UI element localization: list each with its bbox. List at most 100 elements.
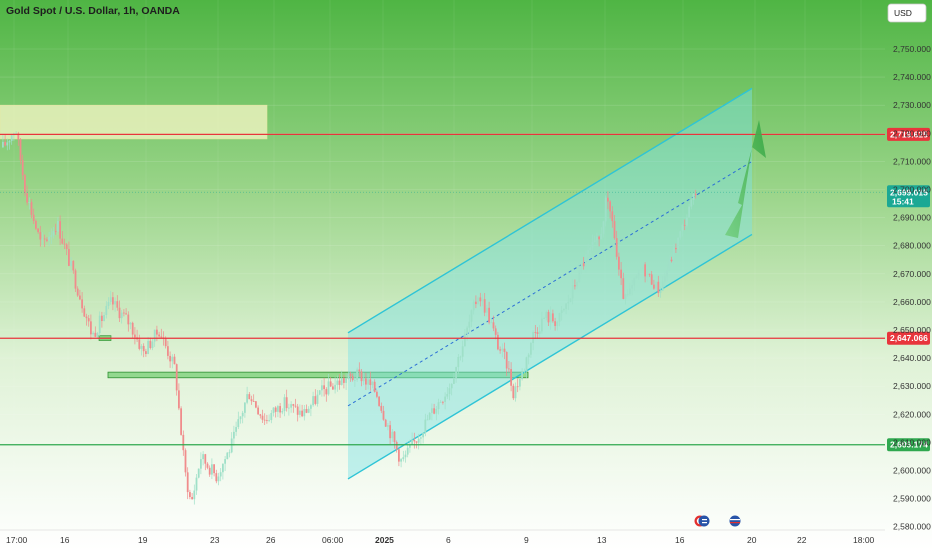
candle-body xyxy=(57,221,59,232)
candle-body xyxy=(87,318,90,322)
candle-body xyxy=(52,231,55,236)
us-flag-event-icon[interactable] xyxy=(729,515,741,527)
candle-body xyxy=(683,224,686,226)
candle-body xyxy=(554,321,556,326)
candle-body xyxy=(395,442,398,450)
candle-body xyxy=(114,301,116,305)
projection-arrow[interactable] xyxy=(725,120,766,238)
candle-body xyxy=(653,284,655,289)
candle-body xyxy=(483,299,486,313)
candle-body xyxy=(475,301,477,305)
candle-body xyxy=(279,406,281,413)
candle-body xyxy=(334,384,336,390)
candle-body xyxy=(118,307,121,319)
x-tick-label: 17:00 xyxy=(6,535,28,545)
candle-body xyxy=(43,238,46,240)
us-flag-event-icon[interactable] xyxy=(694,515,710,527)
candle-body xyxy=(233,431,235,439)
candle-body xyxy=(50,235,53,237)
candle-body xyxy=(347,373,350,379)
candle-body xyxy=(398,449,400,462)
candle-body xyxy=(98,315,101,334)
candle-body xyxy=(283,397,286,412)
candle-body xyxy=(448,388,451,394)
candle-body xyxy=(510,369,512,386)
candle-body xyxy=(76,288,79,296)
rising-channel[interactable] xyxy=(347,87,753,480)
y-axis[interactable]: 2,580.000 2,590.000 2,600.000 2,610.000 2,62… xyxy=(893,44,931,532)
x-tick-label: 9 xyxy=(524,535,529,545)
candle-body xyxy=(92,332,94,335)
candle-body xyxy=(490,322,493,324)
channel-midline xyxy=(347,160,753,407)
candle-body xyxy=(120,312,123,319)
y-tick-label: 2,640.000 xyxy=(893,353,931,363)
x-tick-label: 13 xyxy=(597,535,607,545)
candle-body xyxy=(611,211,614,222)
candle-body xyxy=(323,385,325,390)
candle-body xyxy=(189,492,191,497)
support-tag-label: 2,609.174 xyxy=(890,440,928,450)
candle-body xyxy=(428,412,431,420)
candle-body xyxy=(235,427,237,432)
candle-body xyxy=(96,333,99,337)
x-axis[interactable]: 17:00 16 19 23 26 06:00 2025 6 9 13 16 20 22 18:00 xyxy=(0,529,885,545)
candle-body xyxy=(523,370,526,372)
candle-body xyxy=(618,256,620,270)
candle-body xyxy=(585,254,587,267)
y-tick-label: 2,650.000 xyxy=(893,325,931,335)
candle-body xyxy=(494,328,497,335)
candle-body xyxy=(46,239,48,241)
candle-body xyxy=(175,364,178,391)
candle-body xyxy=(444,396,446,402)
y-tick-label: 2,620.000 xyxy=(893,409,931,419)
candle-body xyxy=(365,378,367,385)
candle-body xyxy=(547,311,550,323)
candle-body xyxy=(37,228,39,233)
candle-body xyxy=(635,275,638,278)
price-levels-layer[interactable]: 2,719.625 2,647.066 2,609.174 2,699.01515:4… xyxy=(0,127,930,452)
candle-body xyxy=(420,437,422,439)
grid-lines xyxy=(0,0,885,530)
candle-body xyxy=(345,378,347,383)
candle-body xyxy=(299,410,301,415)
candle-body xyxy=(332,386,334,390)
candle-body xyxy=(527,354,530,358)
channel-upper-line xyxy=(347,87,753,334)
candle-body xyxy=(211,464,213,475)
resistance-tag xyxy=(887,127,930,141)
candle-body xyxy=(362,378,365,382)
candle-body xyxy=(261,415,264,420)
candle-body xyxy=(222,463,224,473)
candle-body xyxy=(378,396,380,406)
candle-body xyxy=(237,419,240,428)
candle-body xyxy=(508,368,510,370)
candle-body xyxy=(541,318,543,332)
candle-body xyxy=(488,307,490,323)
x-tick-label: 22 xyxy=(797,535,807,545)
candle-body xyxy=(15,133,17,135)
candle-body xyxy=(191,496,193,500)
candle-body xyxy=(101,315,103,321)
candle-body xyxy=(688,206,690,218)
candle-body xyxy=(519,379,521,387)
candle-body xyxy=(380,405,383,411)
candle-body xyxy=(259,414,262,416)
candle-body xyxy=(171,356,174,362)
y-tick-label: 2,660.000 xyxy=(893,297,931,307)
candle-body xyxy=(173,356,176,365)
candle-body xyxy=(574,285,576,287)
candle-body xyxy=(620,269,622,279)
candle-body xyxy=(376,391,378,397)
candle-body xyxy=(10,135,13,141)
candle-body xyxy=(186,472,189,493)
currency-button[interactable]: USD xyxy=(887,3,927,23)
candle-body xyxy=(433,408,435,414)
y-tick-label: 2,610.000 xyxy=(893,437,931,447)
event-icons[interactable] xyxy=(694,515,741,527)
y-tick-label: 2,720.000 xyxy=(893,128,931,138)
candle-body xyxy=(470,310,473,322)
candle-body xyxy=(200,459,202,469)
candle-body xyxy=(450,383,453,389)
